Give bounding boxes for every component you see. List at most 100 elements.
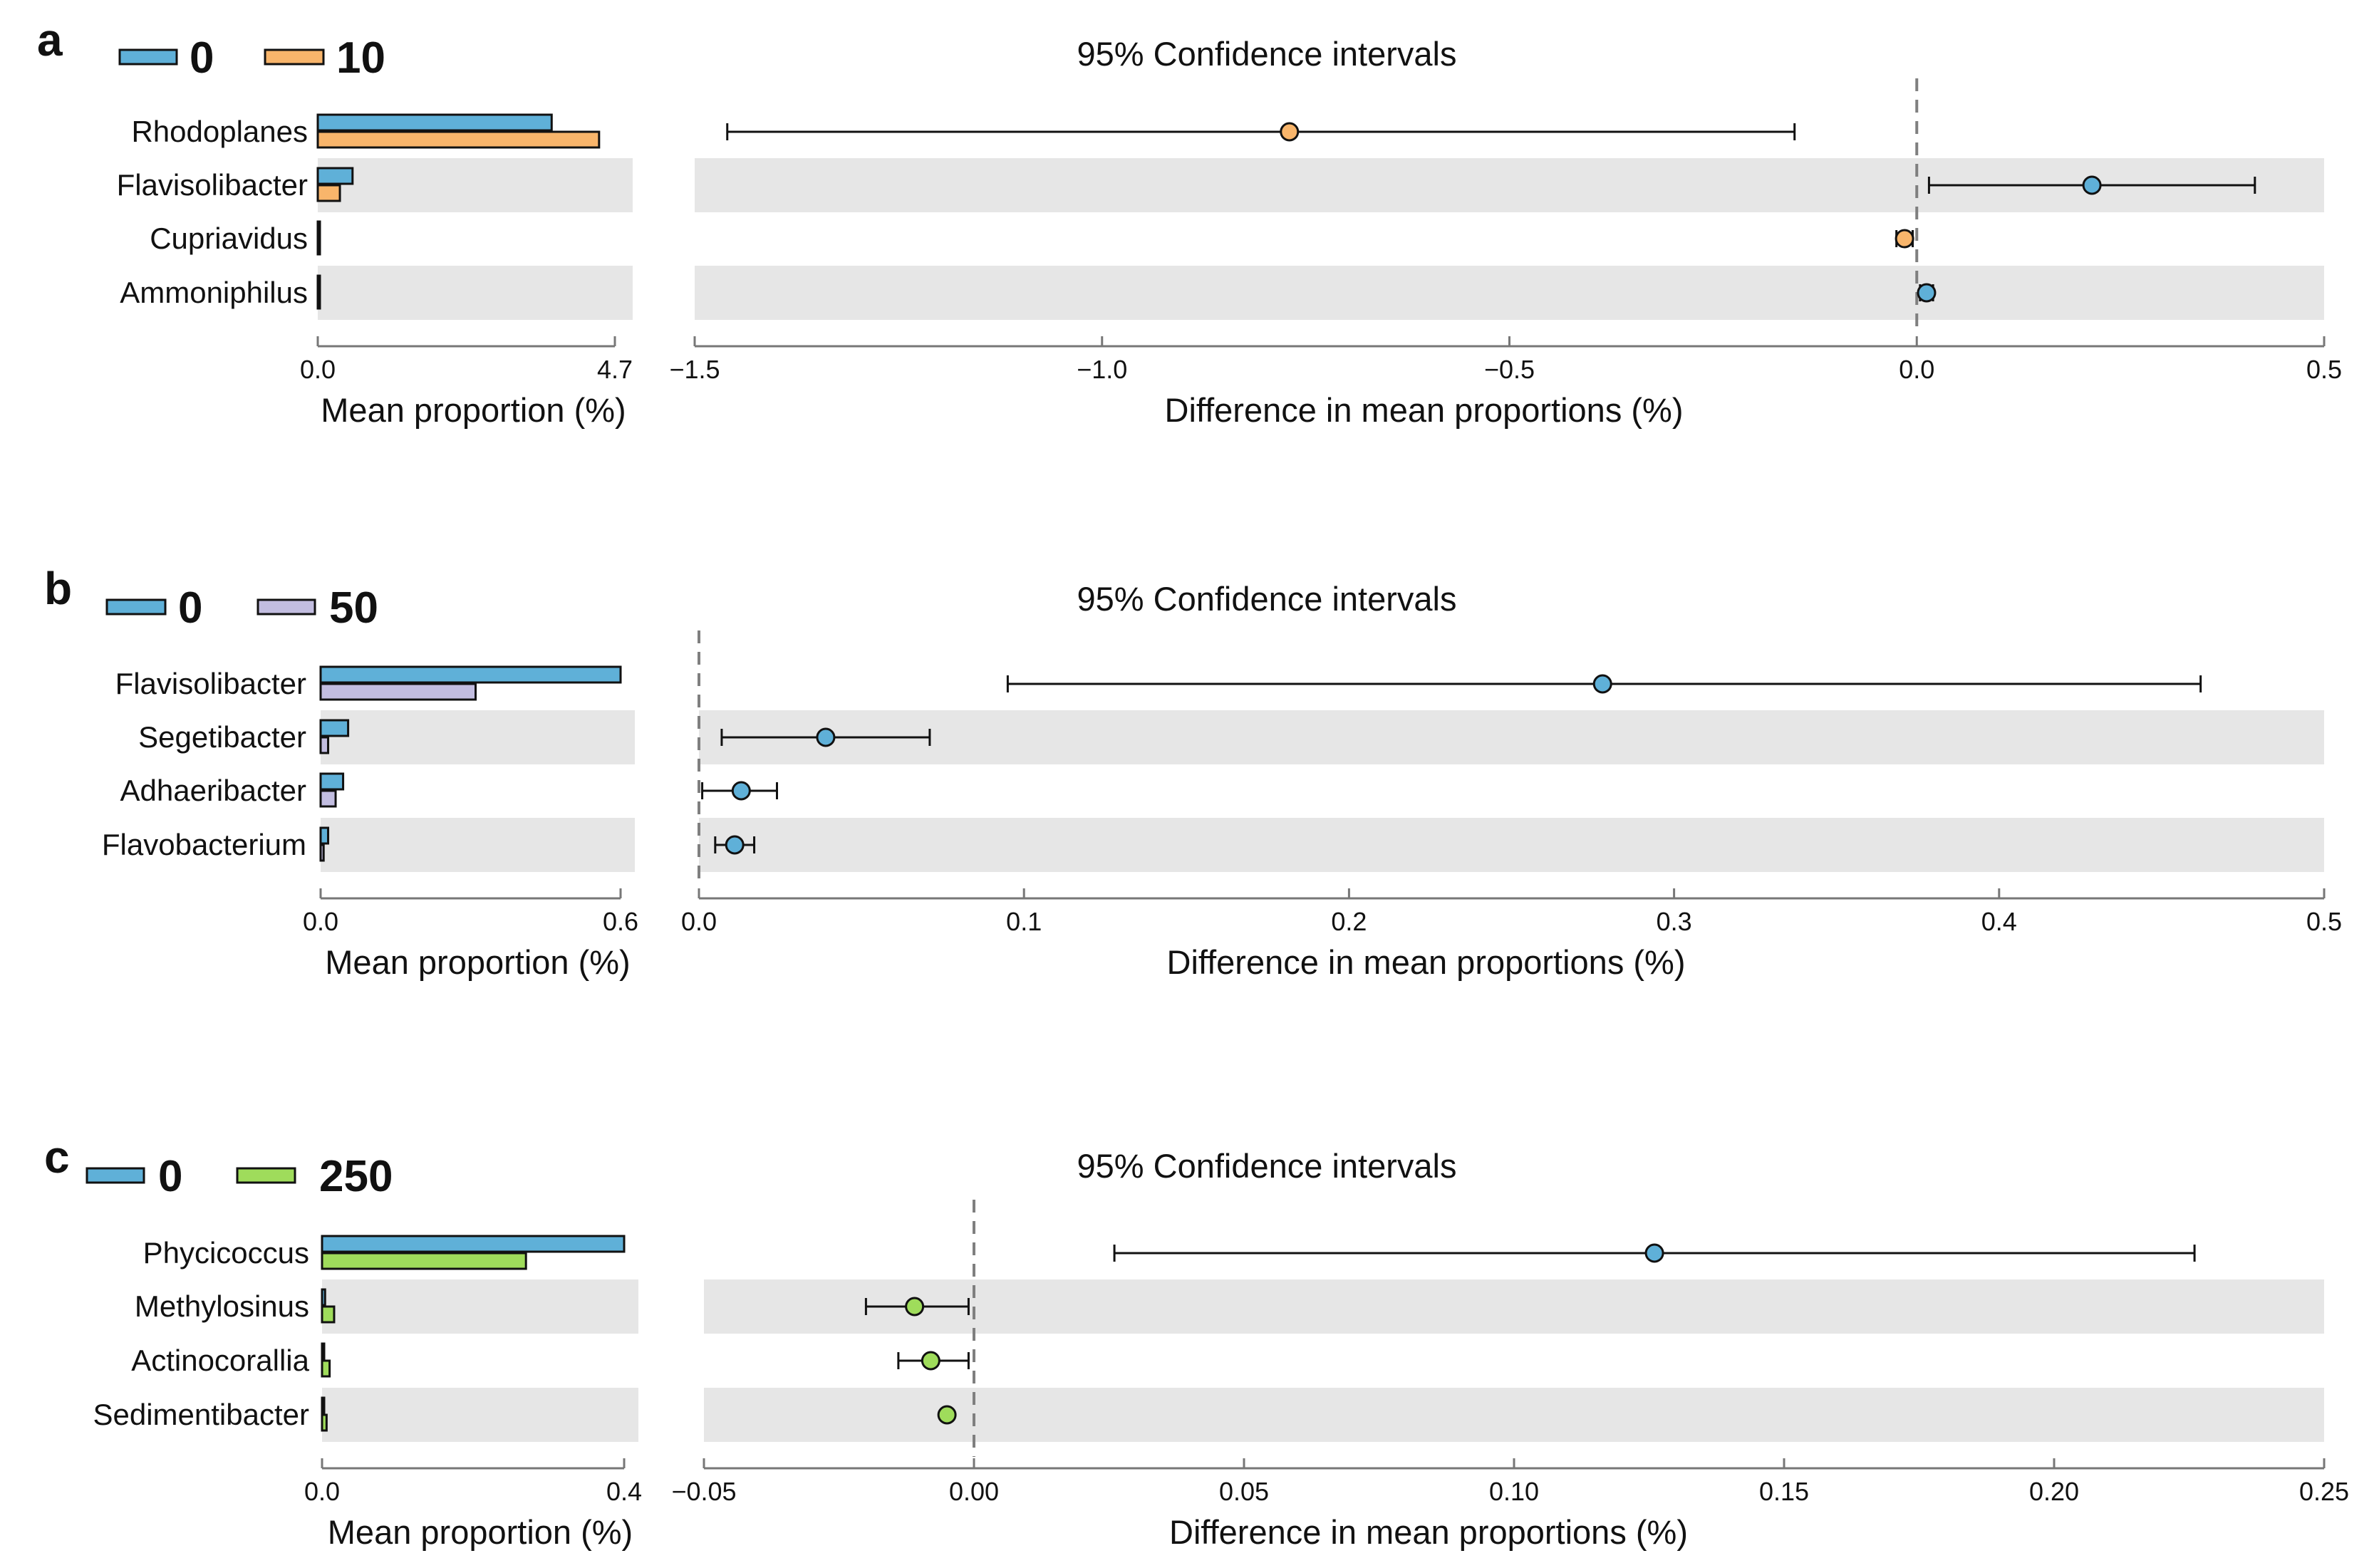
ci-axis-tick-label: −1.5 — [669, 355, 720, 384]
bar-250 — [321, 1305, 336, 1324]
bar-250 — [321, 1359, 331, 1378]
ci-title: 95% Confidence intervals — [1077, 580, 1457, 618]
ci-axis-tick-label: 0.0 — [1899, 355, 1934, 384]
category-label: Rhodoplanes — [131, 115, 308, 148]
ci-axis-tick-label: −0.5 — [1484, 355, 1535, 384]
ci-axis-tick-label: 0.25 — [2299, 1477, 2349, 1506]
bar-axis-tick-label: 0.0 — [304, 1477, 340, 1506]
row-band-left — [322, 1388, 638, 1442]
bar-0 — [321, 1288, 326, 1307]
bar-0 — [321, 1342, 326, 1361]
ci-axis-label: Difference in mean proportions (%) — [1169, 1513, 1688, 1551]
bar-50 — [319, 736, 330, 754]
ci-title: 95% Confidence intervals — [1077, 35, 1457, 73]
ci-axis-tick-label: 0.4 — [1981, 907, 2017, 936]
ci-axis-label: Difference in mean proportions (%) — [1167, 943, 1686, 981]
bar-axis-label: Mean proportion (%) — [328, 1513, 633, 1551]
legend-swatch-0 — [85, 1167, 145, 1184]
bar-axis-tick-label: 0.6 — [603, 907, 638, 936]
bar-10 — [316, 237, 321, 256]
bar-axis-tick-label: 0.0 — [303, 907, 338, 936]
legend-swatch-10 — [264, 48, 325, 66]
row-band-right — [699, 818, 2324, 872]
category-label: Phycicoccus — [143, 1236, 309, 1270]
ci-axis-tick-label: 0.10 — [1489, 1477, 1539, 1506]
category-label: Flavisolibacter — [117, 168, 308, 202]
bar-10 — [316, 184, 341, 202]
category-label: Actinocorallia — [131, 1344, 309, 1377]
bar-0 — [319, 665, 622, 684]
ci-axis-tick-label: 0.00 — [949, 1477, 999, 1506]
panel-letter: a — [37, 14, 63, 66]
bar-axis-label: Mean proportion (%) — [325, 943, 630, 981]
ci-axis-tick-label: 0.5 — [2306, 907, 2342, 936]
ci-point — [725, 835, 745, 855]
ci-point — [921, 1351, 940, 1371]
category-label: Flavobacterium — [102, 828, 306, 861]
ci-point — [1644, 1243, 1664, 1263]
bar-0 — [319, 826, 330, 845]
legend-label-0: 0 — [190, 33, 214, 83]
bar-axis-tick-label: 0.0 — [300, 355, 336, 384]
ci-point — [905, 1297, 925, 1317]
ci-point — [937, 1405, 957, 1425]
row-band-left — [321, 818, 635, 872]
panel-letter: c — [44, 1131, 70, 1183]
panel-b: b 0 50 95% Confidence intervals Flavisolibac… — [44, 563, 2342, 981]
bar-axis-tick-label: 4.7 — [597, 355, 633, 384]
row-band-right — [695, 266, 2324, 320]
legend-label-250: 250 — [319, 1152, 393, 1201]
ci-axis-tick-label: −0.05 — [671, 1477, 736, 1506]
bar-10 — [316, 130, 601, 149]
category-label: Flavisolibacter — [115, 667, 306, 700]
bar-0 — [316, 113, 553, 132]
row-band-left — [322, 1279, 638, 1334]
ci-axis-tick-label: 0.20 — [2029, 1477, 2079, 1506]
panel-c: c 0 250 95% Confidence intervals Phycicoccus… — [44, 1131, 2349, 1551]
ci-axis-tick-label: −1.0 — [1077, 355, 1127, 384]
row-band-left — [318, 266, 633, 320]
ci-axis-tick-label: 0.5 — [2306, 355, 2342, 384]
category-label: Segetibacter — [138, 720, 306, 754]
bar-250 — [321, 1252, 527, 1270]
bar-0 — [316, 167, 354, 185]
bar-0 — [316, 220, 321, 239]
ci-point — [1592, 674, 1612, 694]
ci-axis-tick-label: 0.15 — [1759, 1477, 1809, 1506]
ci-axis-tick-label: 0.0 — [681, 907, 717, 936]
category-label: Cupriavidus — [150, 222, 308, 255]
category-label: Ammoniphilus — [120, 276, 308, 309]
bar-250 — [321, 1413, 328, 1432]
legend-label-0: 0 — [158, 1152, 182, 1201]
ci-point — [1917, 283, 1937, 303]
legend-label-50: 50 — [329, 583, 378, 633]
ci-point — [816, 727, 836, 747]
legend-label-0: 0 — [178, 583, 202, 633]
bar-50 — [319, 682, 477, 701]
bar-10 — [316, 291, 321, 310]
row-band-left — [318, 158, 633, 212]
row-band-right — [699, 710, 2324, 764]
bar-50 — [319, 843, 325, 862]
legend-label-10: 10 — [336, 33, 385, 83]
panel-letter: b — [44, 563, 72, 614]
ci-point — [731, 781, 751, 801]
ci-point — [1280, 122, 1300, 142]
bar-axis-tick-label: 0.4 — [606, 1477, 642, 1506]
bar-axis-label: Mean proportion (%) — [321, 391, 626, 429]
category-label: Sedimentibacter — [93, 1398, 310, 1431]
category-label: Methylosinus — [135, 1289, 309, 1323]
bar-0 — [316, 274, 321, 293]
ci-point — [1895, 229, 1914, 249]
ci-axis-tick-label: 0.3 — [1657, 907, 1692, 936]
legend-swatch-0 — [105, 598, 167, 616]
bar-0 — [319, 719, 350, 737]
ci-axis-tick-label: 0.2 — [1331, 907, 1367, 936]
panel-a: a 0 10 95% Confidence intervals Rhodoplanes F… — [37, 14, 2342, 429]
legend-swatch-0 — [118, 48, 178, 66]
category-label: Adhaeribacter — [120, 774, 307, 807]
bar-50 — [319, 789, 337, 808]
legend-swatch-250 — [236, 1167, 296, 1184]
bar-0 — [319, 772, 345, 791]
